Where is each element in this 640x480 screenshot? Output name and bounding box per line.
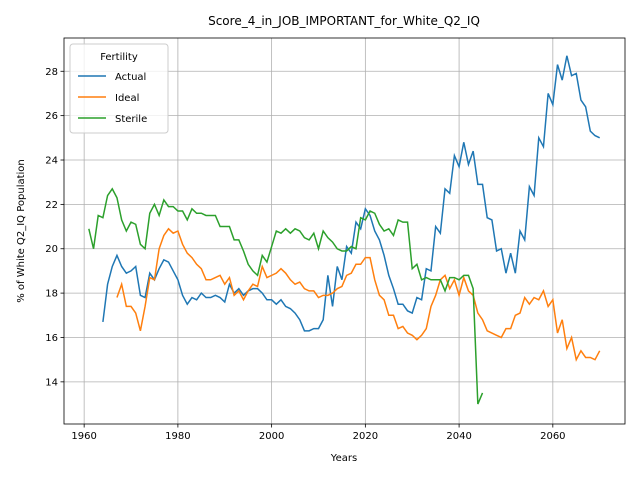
y-tick-label: 16 [45,333,58,344]
y-tick-label: 22 [45,200,58,211]
y-tick-label: 26 [45,111,58,122]
x-tick-label: 2040 [446,431,471,442]
x-tick-label: 1980 [165,431,190,442]
x-tick-label: 1960 [71,431,96,442]
y-tick-label: 24 [45,156,58,167]
chart-title: Score_4_in_JOB_IMPORTANT_for_White_Q2_IQ [208,14,480,28]
y-tick-label: 18 [45,289,58,300]
y-tick-label: 20 [45,244,58,255]
legend-title: Fertility [100,52,138,63]
x-tick-label: 2060 [540,431,565,442]
data-line [102,55,601,332]
data-line [88,187,484,405]
legend-label: Sterile [115,114,147,125]
legend: Fertility Actual Ideal Sterile [69,43,169,134]
data-line [116,227,601,362]
y-tick-label: 28 [45,67,58,78]
legend-label: Actual [115,72,146,83]
x-tick-label: 2020 [353,431,378,442]
y-axis-label: % of White Q2_IQ Population [16,159,27,303]
x-axis-label: Years [330,453,357,464]
x-tick-label: 2000 [259,431,284,442]
legend-box [69,43,169,134]
y-tick-label: 14 [45,377,58,388]
plot-frame [63,37,626,425]
legend-label: Ideal [115,93,139,104]
